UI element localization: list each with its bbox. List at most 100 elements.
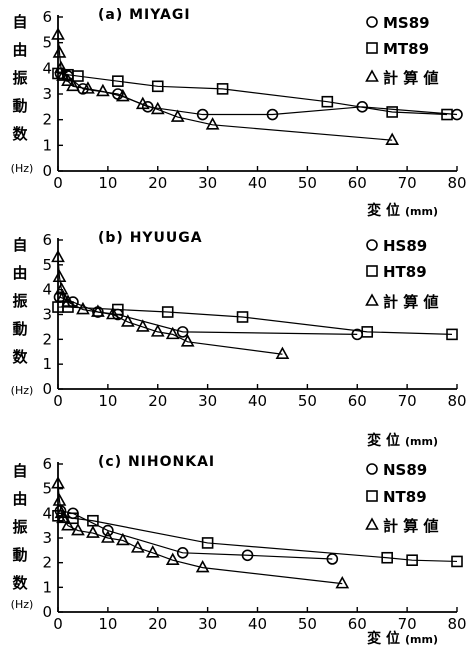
data-point-square	[441, 108, 453, 121]
y-axis-label-char: 動	[12, 97, 27, 115]
data-point-triangle	[205, 117, 220, 130]
data-point-triangle	[115, 88, 130, 102]
y-tick-label: 0	[42, 603, 52, 621]
x-tick-label: 70	[398, 392, 417, 410]
data-point-square	[361, 326, 374, 338]
data-point-triangle	[56, 510, 70, 524]
y-axis-label-char: 動	[12, 546, 27, 564]
x-tick-label: 70	[398, 615, 417, 633]
data-point-circle	[176, 326, 189, 338]
x-tick-label: 30	[198, 615, 217, 633]
x-tick-label: 0	[53, 392, 63, 410]
x-axis-label: 変 位	[367, 630, 400, 647]
data-point-triangle	[96, 83, 110, 97]
legend-label: NS89	[383, 461, 427, 479]
y-tick-label: 5	[42, 34, 52, 52]
y-axis-unit: (Hz)	[11, 162, 34, 175]
y-axis-label-char: 振	[12, 69, 27, 87]
y-tick-label: 2	[42, 554, 52, 572]
y-axis-label-char: 数	[12, 125, 28, 143]
x-tick-label: 50	[298, 392, 317, 410]
series-2	[52, 509, 463, 568]
data-point-square	[161, 306, 174, 318]
legend-marker-circle	[366, 16, 378, 28]
data-point-triangle	[56, 68, 70, 81]
data-point-square	[236, 311, 249, 323]
y-axis-unit: (Hz)	[11, 598, 34, 611]
data-point-circle	[266, 108, 279, 121]
y-tick-label: 4	[42, 281, 52, 299]
y-tick-label: 3	[42, 85, 52, 103]
data-point-triangle	[180, 334, 195, 347]
y-axis-unit: (Hz)	[11, 384, 34, 397]
y-axis-label-char: 振	[12, 518, 27, 536]
y-axis-label-char: 数	[12, 574, 28, 592]
data-point-triangle	[71, 522, 85, 536]
data-point-triangle	[101, 530, 115, 543]
data-point-square	[216, 83, 229, 95]
data-point-triangle	[54, 505, 69, 519]
data-point-triangle	[335, 575, 350, 589]
data-point-triangle	[61, 518, 75, 531]
data-point-circle	[141, 101, 154, 113]
legend-label: MT89	[383, 40, 429, 58]
data-point-circle	[196, 108, 209, 121]
data-point-square	[381, 551, 393, 564]
data-point-triangle	[51, 249, 65, 263]
x-tick-label: 70	[398, 174, 417, 192]
data-point-square	[321, 95, 334, 108]
x-tick-label: 60	[348, 392, 367, 410]
chart-title: (b) HYUUGA	[98, 230, 203, 246]
y-tick-label: 0	[42, 380, 52, 398]
series-line	[57, 72, 448, 116]
data-point-triangle	[130, 540, 145, 553]
data-point-triangle	[135, 96, 150, 110]
legend-marker-triangle	[365, 517, 379, 530]
y-tick-label: 5	[42, 256, 52, 274]
y-tick-label: 3	[42, 529, 52, 547]
data-point-square	[451, 555, 463, 568]
chart-title: (a) MIYAGI	[98, 7, 191, 23]
series-line	[58, 306, 453, 335]
data-point-triangle	[76, 301, 90, 315]
y-tick-label: 5	[42, 480, 52, 498]
data-point-triangle	[86, 525, 100, 538]
y-tick-label: 1	[42, 136, 52, 154]
data-point-circle	[241, 549, 254, 562]
y-tick-label: 2	[42, 330, 52, 348]
legend-label: HS89	[383, 237, 427, 255]
data-point-triangle	[145, 545, 160, 558]
y-axis-label-char: 自	[12, 236, 27, 254]
y-tick-label: 6	[42, 8, 52, 26]
y-axis-label-char: 由	[12, 41, 27, 59]
y-tick-label: 6	[42, 455, 52, 473]
legend-marker-triangle	[365, 293, 379, 306]
x-tick-label: 30	[198, 174, 217, 192]
data-point-triangle	[150, 101, 165, 115]
legend-label: 計 算 値	[383, 293, 438, 311]
data-point-triangle	[385, 132, 400, 145]
y-tick-label: 2	[42, 111, 52, 129]
legend-label: 計 算 値	[383, 69, 438, 87]
data-point-triangle	[66, 78, 80, 92]
data-point-square	[112, 75, 124, 87]
data-point-triangle	[275, 346, 290, 360]
data-point-triangle	[165, 552, 180, 566]
data-point-triangle	[52, 45, 67, 58]
x-axis-label: 変 位	[367, 432, 400, 449]
x-tick-label: 40	[248, 615, 267, 633]
x-tick-label: 20	[148, 615, 167, 633]
series-line	[60, 510, 333, 560]
data-point-triangle	[51, 27, 65, 40]
chart-title: (c) NIHONKAI	[98, 454, 215, 470]
data-point-triangle	[61, 294, 75, 307]
y-tick-label: 1	[42, 578, 52, 596]
legend-marker-square	[366, 265, 378, 277]
data-point-triangle	[56, 289, 70, 302]
x-tick-label: 80	[447, 174, 466, 192]
x-tick-label: 50	[298, 615, 317, 633]
x-tick-label: 80	[447, 615, 466, 633]
x-tick-label: 10	[98, 392, 117, 410]
legend-marker-triangle	[365, 69, 379, 82]
